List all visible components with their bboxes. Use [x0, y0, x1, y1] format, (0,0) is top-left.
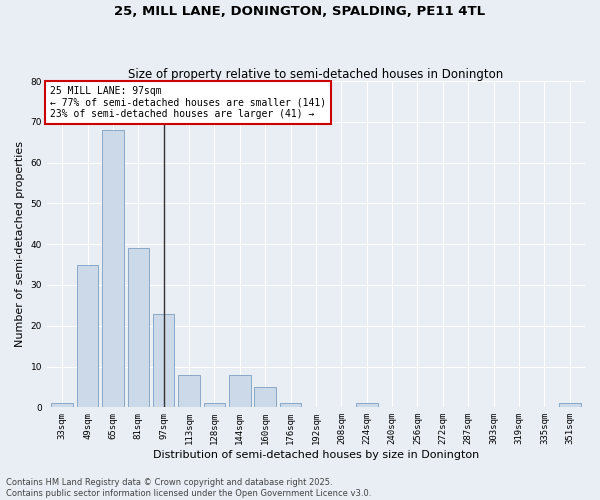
X-axis label: Distribution of semi-detached houses by size in Donington: Distribution of semi-detached houses by … [153, 450, 479, 460]
Bar [559, 404, 581, 407]
Y-axis label: Number of semi-detached properties: Number of semi-detached properties [15, 141, 25, 347]
Bar [229, 374, 251, 408]
Text: 25, MILL LANE, DONINGTON, SPALDING, PE11 4TL: 25, MILL LANE, DONINGTON, SPALDING, PE11… [115, 5, 485, 18]
Bar [280, 404, 301, 407]
Bar [128, 248, 149, 408]
Bar [77, 264, 98, 408]
Bar [203, 404, 225, 407]
Title: Size of property relative to semi-detached houses in Donington: Size of property relative to semi-detach… [128, 68, 503, 81]
Bar [356, 404, 377, 407]
Text: 25 MILL LANE: 97sqm
← 77% of semi-detached houses are smaller (141)
23% of semi-: 25 MILL LANE: 97sqm ← 77% of semi-detach… [50, 86, 326, 119]
Bar [102, 130, 124, 407]
Bar [254, 387, 276, 407]
Bar [52, 404, 73, 407]
Bar [153, 314, 175, 408]
Bar [178, 374, 200, 408]
Text: Contains HM Land Registry data © Crown copyright and database right 2025.
Contai: Contains HM Land Registry data © Crown c… [6, 478, 371, 498]
